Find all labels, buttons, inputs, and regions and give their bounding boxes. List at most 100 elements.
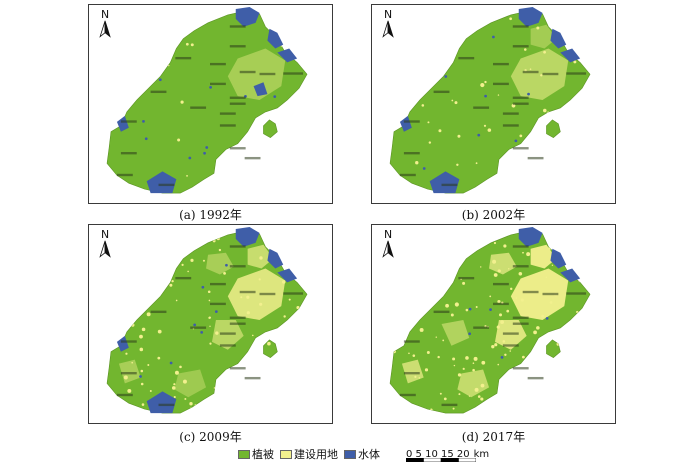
- place-label-mark: [493, 62, 509, 66]
- construction-patch: [117, 302, 120, 305]
- construction-patch: [141, 327, 146, 332]
- construction-patch: [483, 124, 487, 127]
- construction-patch: [255, 383, 260, 388]
- construction-patch: [489, 295, 492, 298]
- construction-patch: [235, 410, 239, 413]
- construction-patch: [268, 333, 272, 336]
- construction-patch: [564, 330, 569, 334]
- construction-patch: [291, 348, 293, 351]
- caption-2017: (d) 2017年: [461, 430, 526, 444]
- construction-patch: [259, 302, 263, 306]
- map-legend: 植被 建设用地 水体: [238, 446, 386, 462]
- place-label-mark: [512, 25, 529, 28]
- construction-patch: [575, 355, 579, 359]
- place-label-mark: [493, 282, 509, 286]
- construction-patch: [282, 236, 285, 239]
- construction-patch: [443, 397, 447, 401]
- construction-patch: [543, 50, 546, 54]
- construction-patch: [296, 305, 300, 310]
- construction-patch: [533, 163, 536, 166]
- construction-patch: [549, 301, 553, 304]
- construction-patch: [536, 340, 540, 343]
- construction-patch: [218, 248, 222, 252]
- construction-patch: [408, 352, 410, 355]
- construction-patch: [549, 143, 552, 145]
- construction-patch: [509, 17, 513, 21]
- construction-patch: [182, 379, 187, 384]
- construction-patch: [522, 355, 525, 359]
- north-arrow-label: N: [384, 8, 392, 21]
- construction-patch: [473, 356, 478, 361]
- water-body: [550, 28, 567, 49]
- construction-patch: [299, 236, 304, 241]
- vegetation-area: [106, 10, 308, 194]
- construction-patch: [475, 162, 478, 165]
- water-pond: [205, 146, 209, 149]
- construction-patch: [569, 257, 573, 261]
- construction-area: [174, 369, 207, 398]
- construction-patch: [146, 312, 151, 317]
- water-pond: [214, 310, 218, 314]
- legend-label-vegetation: 植被: [252, 448, 274, 461]
- construction-patch: [465, 308, 469, 312]
- place-label-mark: [283, 72, 304, 75]
- construction-patch: [456, 163, 459, 166]
- place-label-mark: [493, 302, 509, 306]
- construction-patch: [258, 400, 262, 404]
- construction-patch: [430, 408, 433, 412]
- construction-patch: [500, 320, 504, 324]
- map-panel-2017: N: [371, 224, 616, 424]
- construction-patch: [565, 328, 569, 332]
- place-label-mark: [116, 173, 133, 177]
- construction-patch: [184, 397, 187, 400]
- place-label-mark: [120, 120, 137, 123]
- construction-patch: [521, 375, 526, 379]
- construction-patch: [536, 26, 540, 30]
- water-body: [429, 171, 460, 194]
- place-label-mark: [473, 326, 490, 329]
- water-pond: [514, 139, 518, 143]
- construction-patch: [238, 392, 242, 396]
- construction-patch: [452, 407, 455, 410]
- construction-patch: [462, 281, 466, 285]
- water-body: [146, 391, 177, 414]
- caption-2002: (b) 2002年: [461, 208, 526, 222]
- construction-patch: [421, 104, 425, 107]
- construction-patch: [454, 262, 458, 266]
- construction-area: [411, 284, 436, 307]
- construction-patch: [181, 263, 184, 266]
- water-body: [277, 268, 298, 283]
- construction-patch: [186, 231, 189, 234]
- water-pond: [468, 307, 472, 311]
- place-label-mark: [239, 70, 256, 74]
- construction-patch: [561, 231, 564, 234]
- construction-patch: [424, 368, 429, 372]
- construction-patch: [580, 311, 583, 315]
- north-arrow-icon: N: [99, 228, 111, 258]
- place-label-mark: [175, 56, 192, 60]
- place-label-mark: [542, 292, 559, 296]
- place-label-mark: [433, 310, 450, 314]
- place-label-mark: [190, 326, 207, 329]
- construction-patch: [224, 378, 227, 381]
- construction-patch: [504, 11, 508, 15]
- construction-patch: [302, 236, 305, 239]
- water-body: [560, 268, 581, 283]
- construction-patch: [500, 230, 504, 235]
- construction-patch: [406, 288, 410, 292]
- construction-patch: [285, 377, 288, 380]
- construction-patch: [526, 404, 529, 406]
- construction-patch: [125, 352, 128, 355]
- water-pond: [468, 332, 472, 336]
- place-label-mark: [527, 376, 544, 380]
- construction-patch: [422, 74, 425, 77]
- construction-patch: [240, 296, 243, 299]
- construction-patch: [541, 314, 545, 318]
- water-body: [235, 6, 260, 27]
- construction-patch: [202, 259, 205, 262]
- place-label-mark: [566, 72, 587, 75]
- construction-patch: [171, 279, 174, 283]
- water-pond: [169, 361, 173, 365]
- construction-patch: [185, 42, 189, 46]
- construction-patch: [445, 303, 449, 308]
